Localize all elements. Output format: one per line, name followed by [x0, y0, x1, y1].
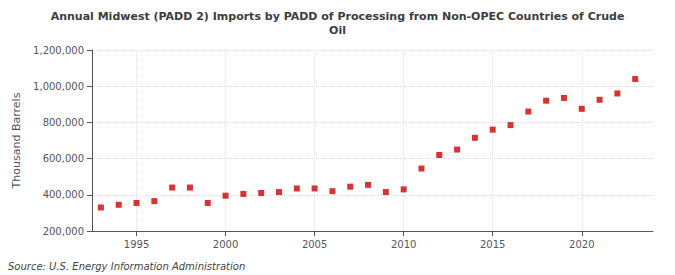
svg-text:400,000: 400,000 — [43, 189, 84, 200]
svg-text:2000: 2000 — [213, 239, 238, 250]
svg-text:2005: 2005 — [302, 239, 327, 250]
svg-text:1,200,000: 1,200,000 — [33, 45, 84, 56]
svg-text:1995: 1995 — [124, 239, 149, 250]
svg-text:Thousand Barrels: Thousand Barrels — [10, 92, 23, 189]
svg-text:2015: 2015 — [480, 239, 505, 250]
svg-text:Source: U.S. Energy Informatio: Source: U.S. Energy Information Administ… — [8, 261, 245, 272]
svg-text:Annual Midwest (PADD 2) Import: Annual Midwest (PADD 2) Imports by PADD … — [51, 10, 625, 23]
svg-text:2020: 2020 — [569, 239, 594, 250]
svg-text:2010: 2010 — [391, 239, 416, 250]
svg-text:600,000: 600,000 — [43, 153, 84, 164]
svg-text:1,000,000: 1,000,000 — [33, 81, 84, 92]
svg-text:800,000: 800,000 — [43, 117, 84, 128]
svg-text:200,000: 200,000 — [43, 226, 84, 237]
svg-text:Oil: Oil — [329, 24, 346, 37]
